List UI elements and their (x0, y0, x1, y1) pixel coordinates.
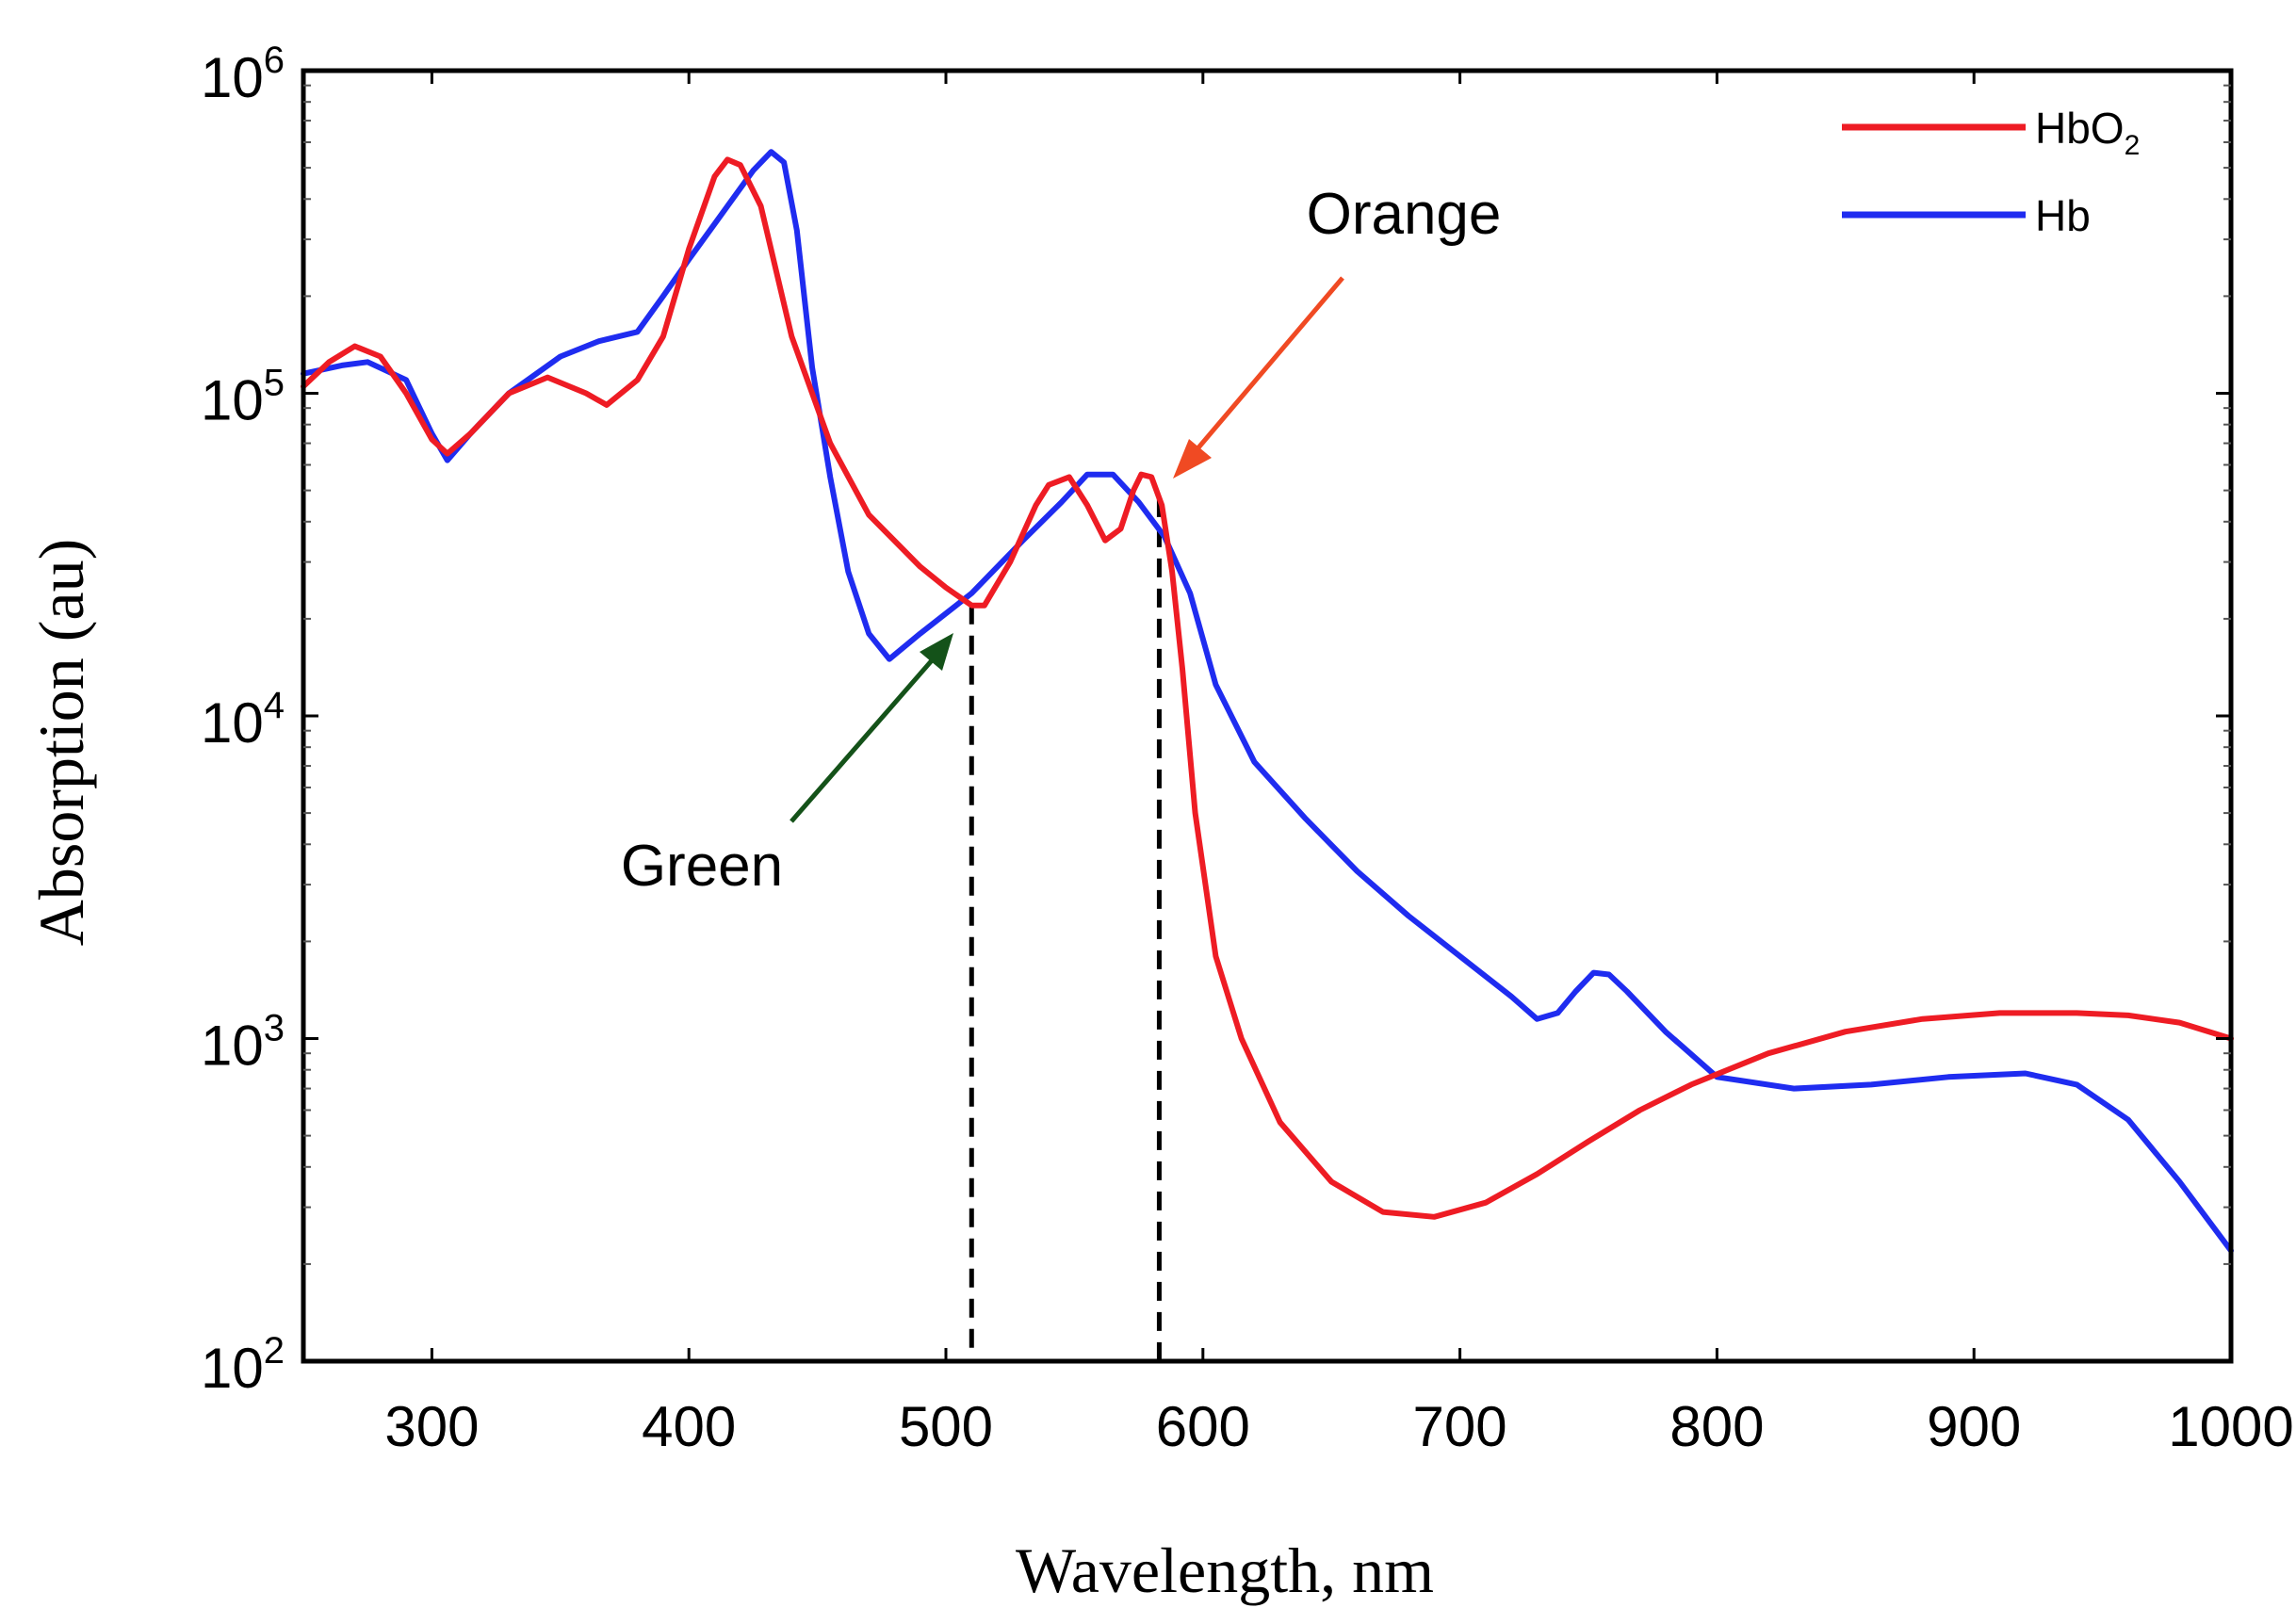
green-arrow (790, 658, 935, 823)
legend-label-hb: Hb (2035, 191, 2091, 240)
x-tick-label: 400 (642, 1395, 736, 1458)
ticks-layer: 300 400 500 600 700 800 900 1000 102 103 104 105 106 (201, 40, 2294, 1458)
y-tick-label: 104 (201, 685, 285, 755)
green-annotation-label: Green (621, 834, 783, 899)
y-tick-label: 106 (201, 40, 285, 109)
x-tick-label: 900 (1927, 1395, 2021, 1458)
y-tick-label: 105 (201, 363, 285, 432)
x-tick-label: 600 (1156, 1395, 1250, 1458)
plot-layer (301, 149, 2234, 1361)
orange-arrow (1193, 276, 1344, 454)
y-axis-title: Absorption (au) (25, 539, 97, 946)
y-tick-label: 102 (201, 1330, 285, 1400)
x-tick-label: 700 (1413, 1395, 1507, 1458)
orange-arrow-head (1173, 439, 1212, 479)
legend-label-hbo2: HbO2 (2035, 104, 2140, 161)
series-line-hb (301, 149, 2234, 1254)
legend: HbO2 Hb (1842, 104, 2140, 240)
x-axis-title: Wavelength, nm (1016, 1535, 1434, 1606)
green-arrow-head (920, 633, 953, 671)
orange-annotation-label: Orange (1307, 182, 1502, 247)
x-tick-label: 800 (1669, 1395, 1764, 1458)
x-tick-label: 300 (384, 1395, 479, 1458)
series-line-hbo2 (301, 156, 2234, 1220)
x-tick-label: 500 (899, 1395, 993, 1458)
y-tick-label: 103 (201, 1008, 285, 1078)
green-annotation: Green (621, 633, 953, 899)
x-tick-label: 1000 (2168, 1395, 2293, 1458)
orange-annotation: Orange (1173, 182, 1501, 479)
